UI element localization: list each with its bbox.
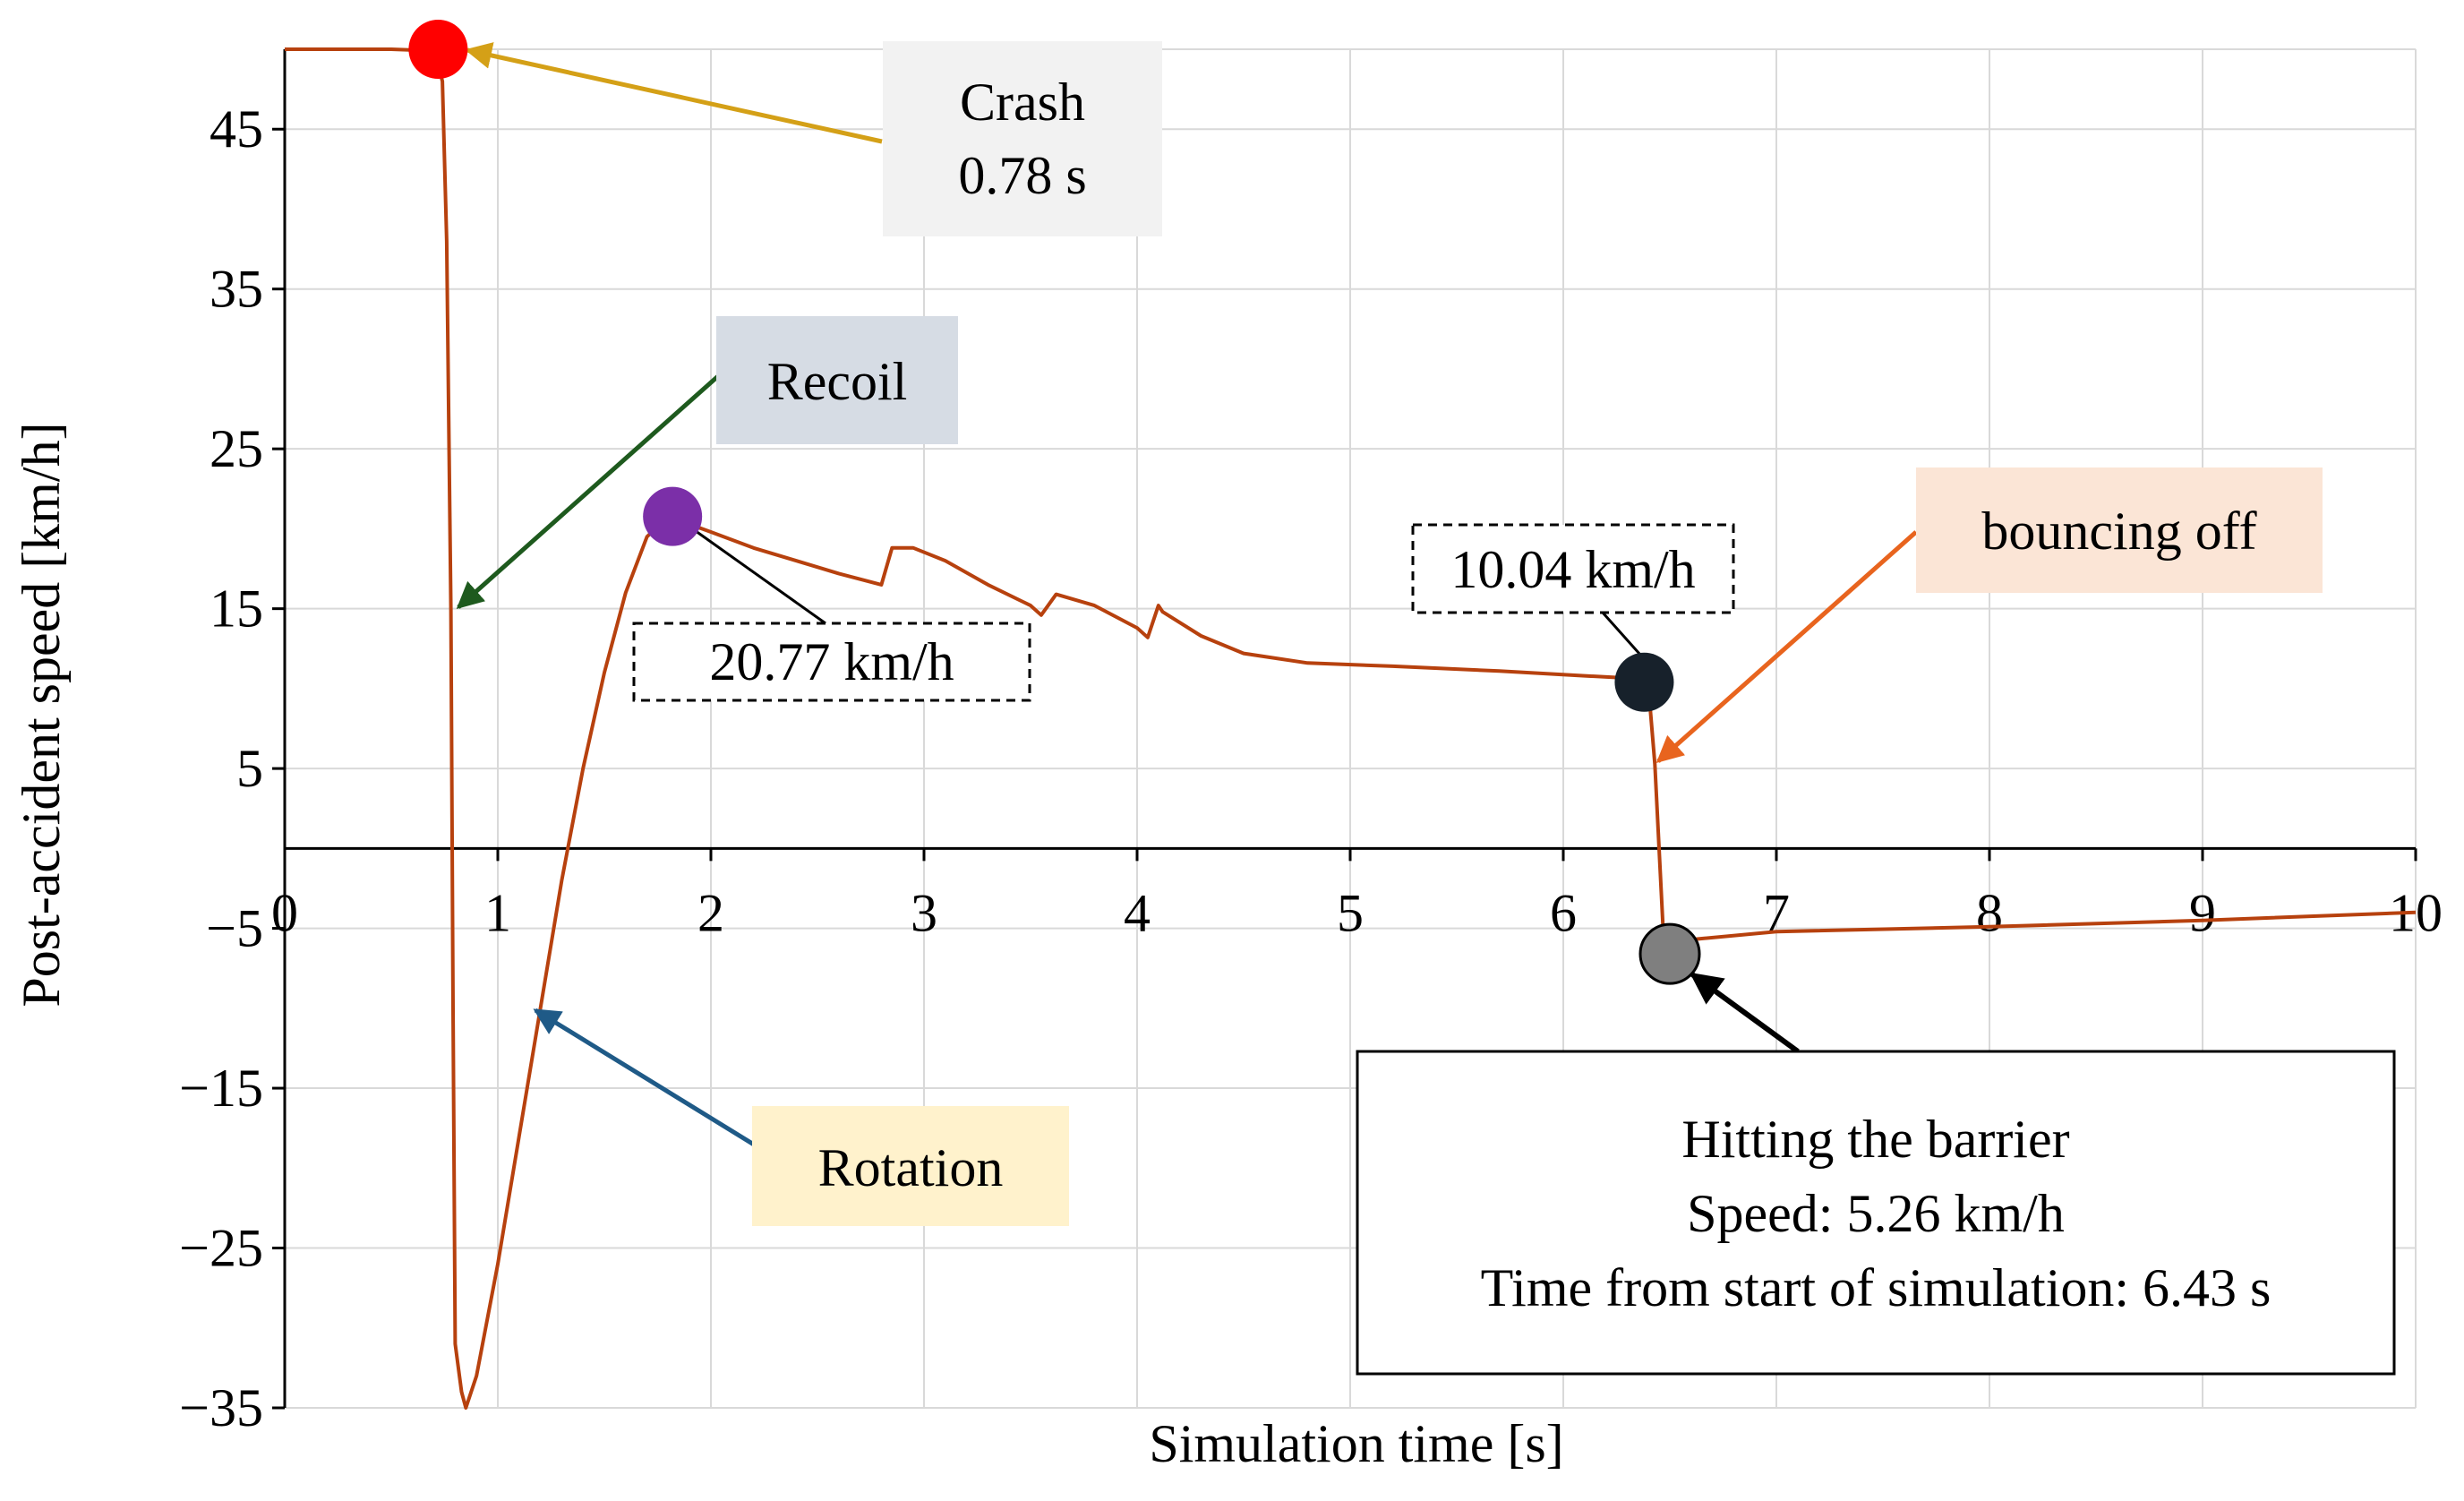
- markers: [408, 20, 1701, 985]
- barrier-arrow: [1690, 972, 1800, 1054]
- pre-barrier-speed-callout-box: [1411, 523, 1735, 614]
- pre-barrier-speed-callout-label: 10.04 km/h: [1450, 540, 1695, 599]
- barrier-callout-box: [1356, 1050, 2396, 1376]
- x-tick-label: 0: [271, 883, 298, 942]
- recoil-arrow: [456, 374, 720, 609]
- x-tick-label: 6: [1550, 883, 1577, 942]
- x-tick-label: 3: [911, 883, 937, 942]
- y-tick-label: 35: [210, 260, 263, 319]
- x-tick-label: 1: [484, 883, 511, 942]
- rotation-callout-label: Rotation: [818, 1138, 1004, 1197]
- crash-marker: [408, 20, 468, 79]
- axes: [272, 49, 2417, 1410]
- bouncing-off-callout: bouncing off: [1916, 467, 2323, 593]
- bouncing-off-callout-box: [1916, 467, 2323, 593]
- recoil-callout-box: [716, 316, 958, 444]
- peak-speed-callout-box: [632, 622, 1031, 702]
- x-tick-label: 4: [1124, 883, 1151, 942]
- x-axis-title: Simulation time [s]: [1149, 1414, 1563, 1473]
- crash-callout-time: 0.78 s: [958, 146, 1086, 205]
- y-tick-label: 15: [210, 579, 263, 639]
- y-tick-label: −5: [206, 899, 263, 958]
- bouncing-off-callout-label: bouncing off: [1981, 502, 2256, 561]
- crash-callout-title: Crash: [960, 73, 1085, 132]
- crash-callout: Crash 0.78 s: [883, 41, 1162, 236]
- barrier-callout-speed: Speed: 5.26 km/h: [1687, 1184, 2065, 1243]
- peak-speed-callout-label: 20.77 km/h: [709, 632, 954, 691]
- pre-barrier-marker: [1614, 652, 1674, 712]
- recoil-callout: Recoil: [716, 316, 958, 444]
- barrier-callout-title: Hitting the barrier: [1681, 1110, 2069, 1169]
- peak-speed-callout: 20.77 km/h: [632, 622, 1031, 702]
- barrier-callout: Hitting the barrier Speed: 5.26 km/h Tim…: [1356, 1050, 2396, 1376]
- x-tick-label: 5: [1337, 883, 1364, 942]
- y-tick-label: −15: [179, 1059, 263, 1118]
- crash-callout-box: [883, 41, 1162, 236]
- peak-leader-line: [689, 525, 826, 625]
- y-tick-label: −25: [179, 1219, 263, 1278]
- y-axis-title: Post-accident speed [km/h]: [12, 422, 71, 1007]
- bouncing-off-arrow: [1656, 530, 1918, 763]
- pre-barrier-speed-callout: 10.04 km/h: [1411, 523, 1735, 614]
- x-tick-label: 2: [697, 883, 724, 942]
- y-tick-label: 5: [236, 739, 263, 798]
- crash-arrow: [465, 42, 883, 144]
- y-tick-label: −35: [179, 1378, 263, 1437]
- x-tick-label: 8: [1976, 883, 2003, 942]
- rotation-callout: Rotation: [752, 1106, 1069, 1226]
- x-tick-label: 9: [2189, 883, 2216, 942]
- grid: [284, 48, 2417, 1409]
- y-tick-label: 25: [210, 419, 263, 478]
- recoil-callout-label: Recoil: [767, 352, 908, 411]
- barrier-callout-time: Time from start of simulation: 6.43 s: [1481, 1258, 2272, 1317]
- annotation-arrows: [456, 42, 1918, 1147]
- y-tick-label: 45: [210, 99, 263, 159]
- rotation-arrow: [533, 1008, 756, 1147]
- peak-rotation-marker: [643, 486, 703, 546]
- barrier-hit-marker: [1638, 922, 1701, 985]
- rotation-callout-box: [752, 1106, 1069, 1226]
